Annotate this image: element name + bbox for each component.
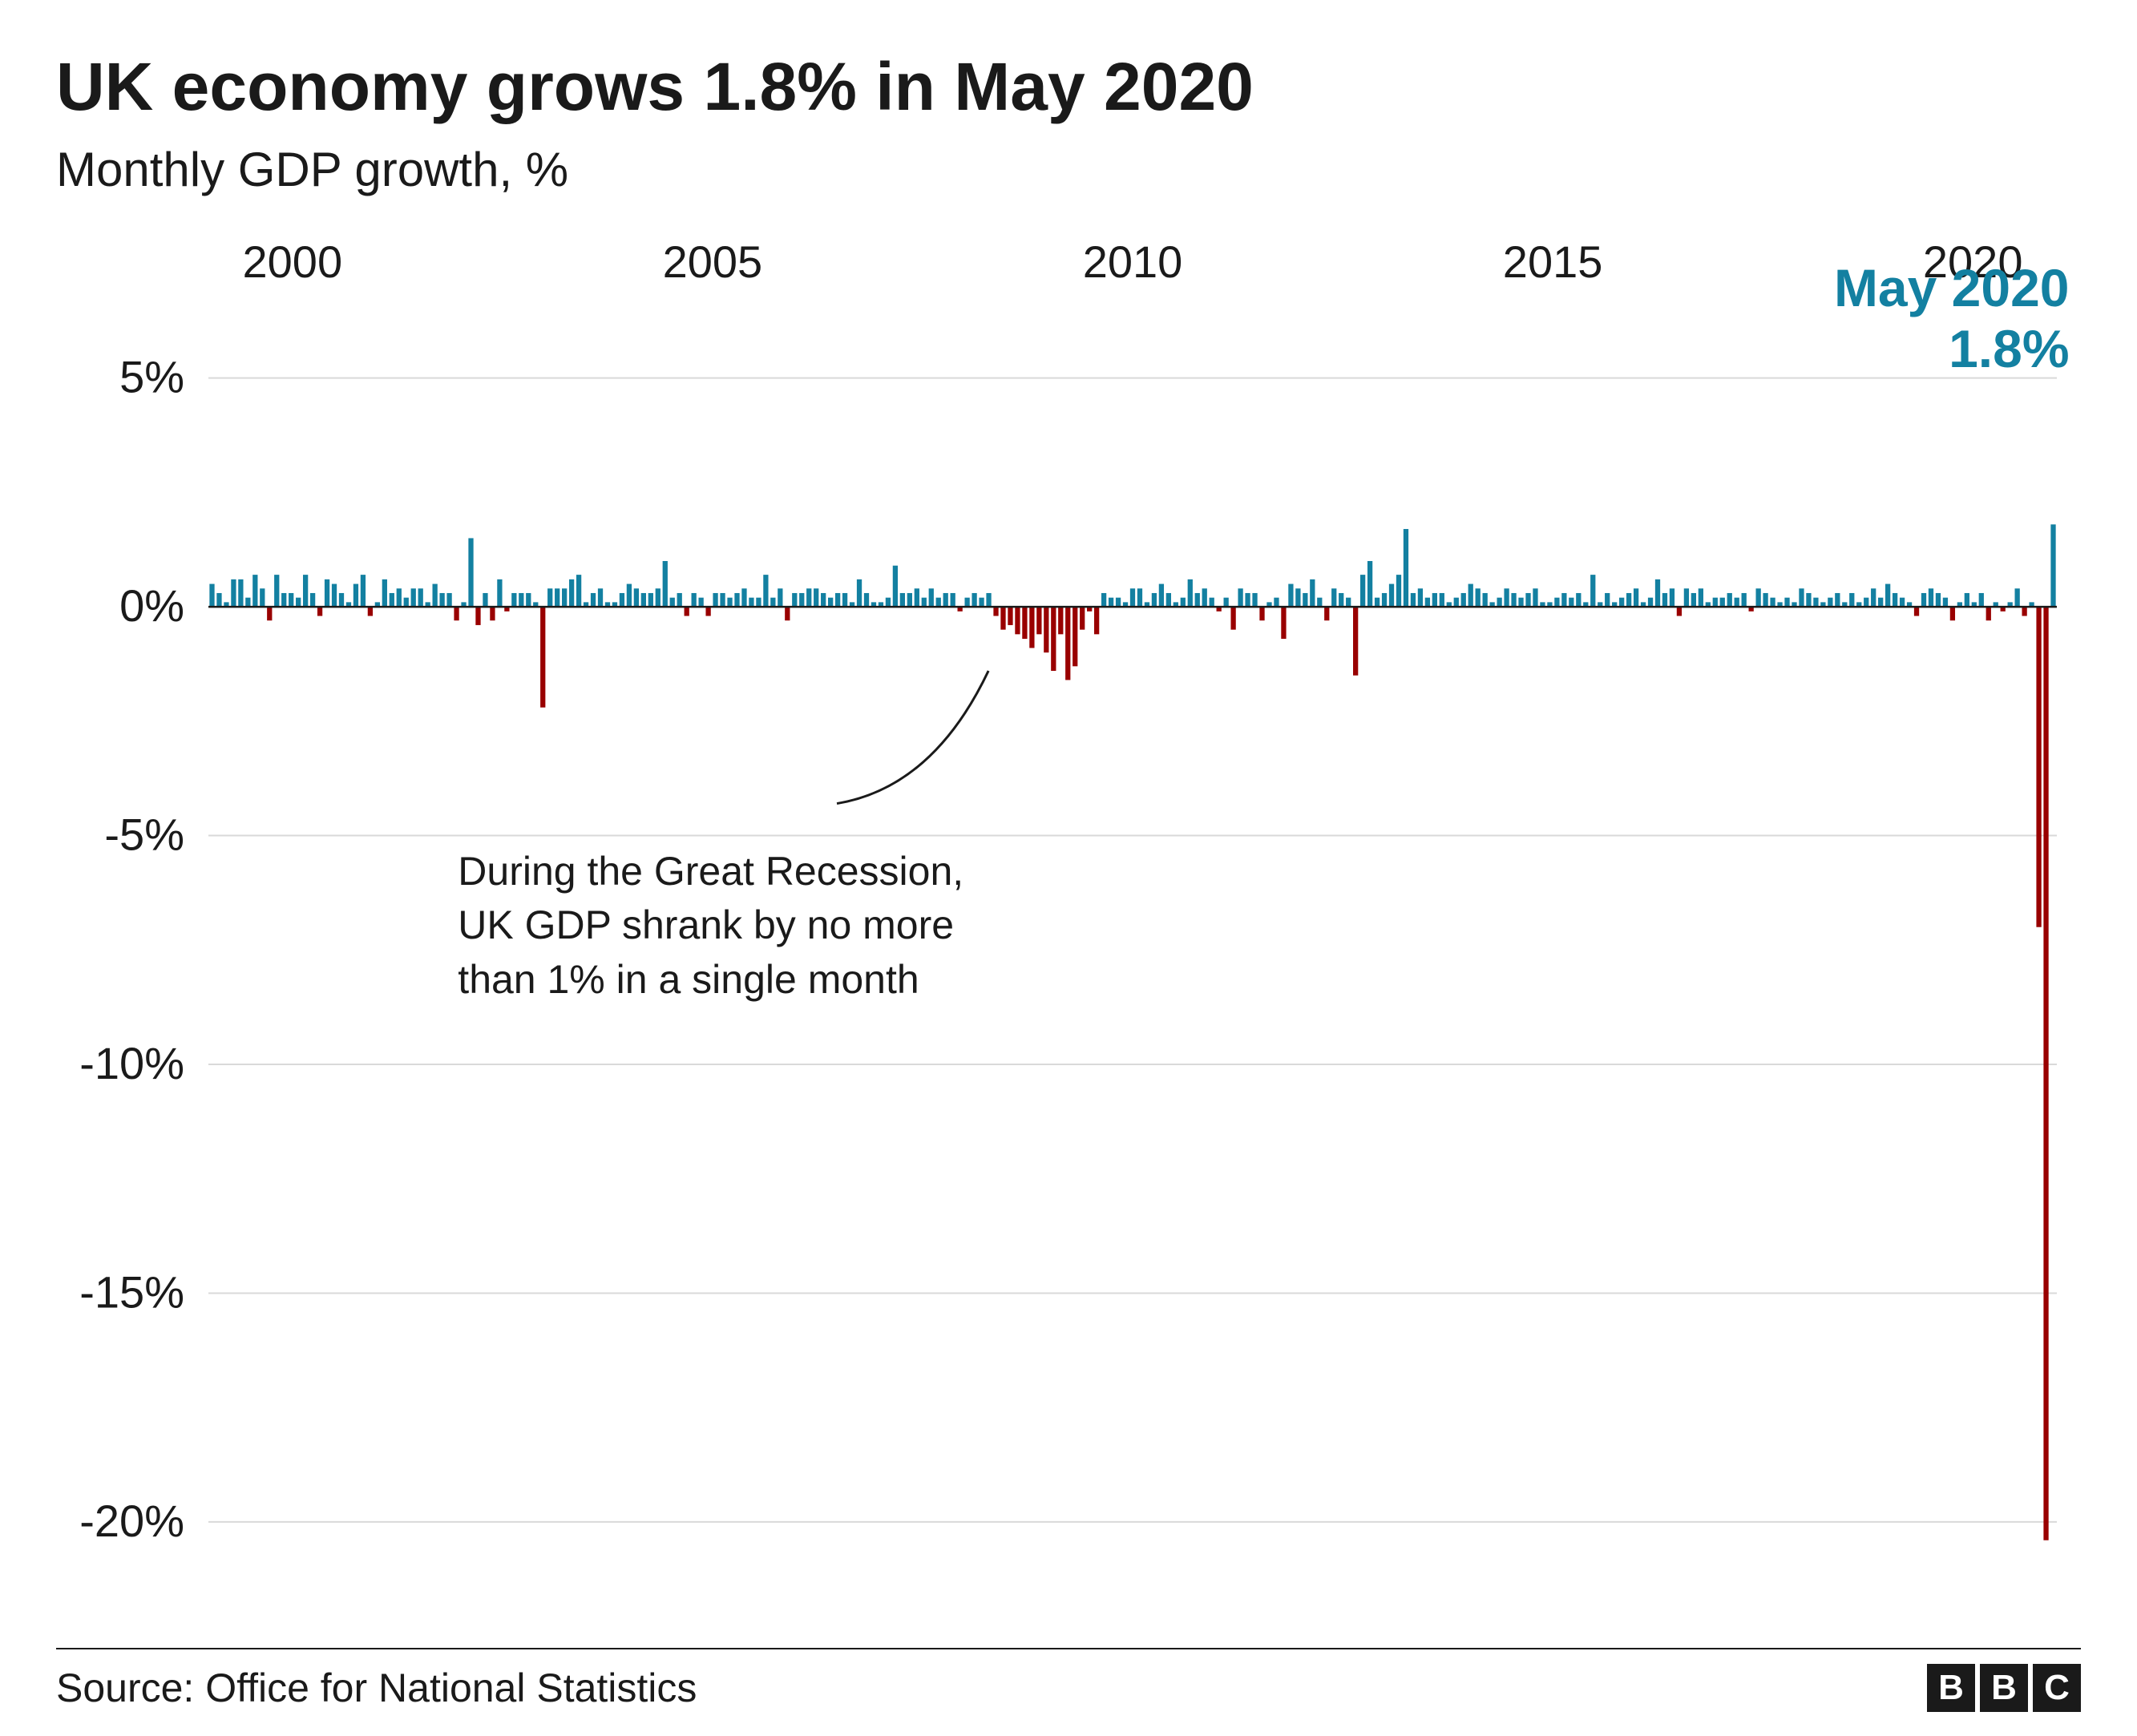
svg-text:2000: 2000 [243,236,343,287]
svg-text:-20%: -20% [79,1496,184,1546]
svg-text:-5%: -5% [104,809,184,860]
chart-container: UK economy grows 1.8% in May 2020 Monthl… [0,0,2137,1736]
svg-text:-10%: -10% [79,1038,184,1088]
bbc-logo: B B C [1927,1664,2081,1712]
svg-text:5%: 5% [119,352,184,402]
bar-chart-svg: 5%0%-5%-10%-15%-20%20002005201020152020 [56,221,2081,1584]
may-2020-callout: May 2020 1.8% [1834,258,2070,380]
bbc-logo-b1: B [1927,1664,1975,1712]
svg-text:2010: 2010 [1083,236,1183,287]
chart-subtitle: Monthly GDP growth, % [56,142,2081,197]
chart-footer: Source: Office for National Statistics B… [56,1648,2081,1712]
svg-text:2005: 2005 [663,236,763,287]
svg-text:-15%: -15% [79,1266,184,1317]
svg-text:2015: 2015 [1503,236,1603,287]
callout-line2: 1.8% [1834,319,2070,380]
bbc-logo-c: C [2033,1664,2081,1712]
source-text: Source: Office for National Statistics [56,1665,697,1711]
callout-line1: May 2020 [1834,258,2070,319]
chart-title: UK economy grows 1.8% in May 2020 [56,48,2081,126]
bbc-logo-b2: B [1980,1664,2028,1712]
plot-area: 5%0%-5%-10%-15%-20%20002005201020152020 … [56,221,2081,1584]
svg-text:0%: 0% [119,580,184,631]
recession-annotation: During the Great Recession,UK GDP shrank… [458,845,963,1007]
